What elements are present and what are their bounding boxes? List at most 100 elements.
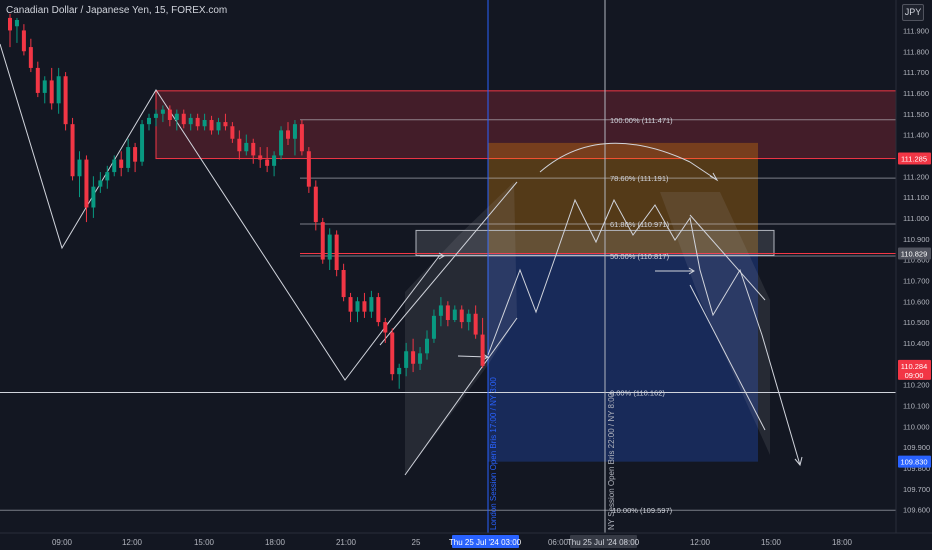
time-tick-label: 09:00	[52, 538, 73, 547]
candle-body	[112, 159, 117, 173]
candle-body	[431, 315, 436, 339]
candle-body	[258, 155, 263, 160]
time-axis-ticks: 09:00 12:00 15:00 18:00 21:00 25 06:00 12:00 15:…	[52, 538, 853, 547]
candle-body	[292, 124, 297, 139]
candle-body	[480, 334, 485, 366]
time-tick-label: 21:00	[336, 538, 357, 547]
risk-zone	[488, 142, 758, 254]
candle-body	[286, 130, 290, 139]
fib-level-label: 0.00% (110.162)	[610, 389, 665, 398]
time-tick-label: 15:00	[761, 538, 782, 547]
candle-body	[153, 113, 158, 118]
ny-session-label: NY Session Open Bris 22:00 / NY 8:00	[607, 392, 616, 530]
candle-body	[230, 126, 235, 139]
candle-body	[390, 332, 395, 375]
time-tick-label: 18:00	[265, 538, 286, 547]
candle-body	[383, 322, 388, 333]
candle-body	[140, 124, 145, 162]
chart-zones	[0, 90, 897, 462]
candle-body	[445, 305, 450, 320]
candle-body	[209, 120, 214, 131]
price-tick-label: 109.600	[903, 506, 930, 515]
candle-body	[369, 297, 374, 312]
descending-channel	[660, 192, 770, 455]
price-tick-label: 111.800	[903, 47, 929, 56]
price-badge-label: 110.829	[901, 250, 928, 259]
time-badge-ny: Thu 25 Jul '24 08:00	[567, 535, 640, 548]
price-tick-label: 110.200	[903, 381, 930, 390]
candle-body	[397, 367, 402, 375]
candle-body	[21, 30, 26, 52]
price-tick-label: 111.400	[903, 131, 929, 140]
candle-body	[98, 180, 103, 187]
candle-body	[362, 301, 367, 312]
candle-body	[56, 76, 61, 104]
price-tick-label: 109.900	[903, 443, 930, 452]
price-tick-label: 109.700	[903, 485, 930, 494]
currency-button[interactable]: JPY	[902, 4, 924, 21]
price-tick-label: 111.700	[903, 68, 929, 77]
time-badge-london: Thu 25 Jul '24 03:00	[449, 535, 522, 548]
candle-body	[49, 80, 54, 104]
candle-body	[174, 113, 179, 120]
price-axis[interactable]	[896, 0, 932, 533]
candle-body	[202, 120, 207, 127]
candle-body	[452, 309, 457, 320]
candle-body	[418, 353, 423, 364]
candle-body	[181, 113, 186, 125]
price-badge	[898, 359, 931, 380]
price-badge-label: 110.284	[901, 362, 928, 371]
candle-body	[355, 301, 360, 312]
candle-body	[28, 47, 33, 68]
price-tick-label: 111.200	[903, 172, 929, 181]
symbol-title: Canadian Dollar / Japanese Yen, 15, FORE…	[6, 5, 228, 16]
candle-body	[265, 159, 270, 166]
candle-body	[147, 117, 151, 125]
london-session-label: London Session Open Bris 17:00 / NY 3:00	[489, 377, 498, 530]
candle-body	[327, 234, 332, 260]
price-tick-label: 110.900	[903, 235, 930, 244]
candle-body	[438, 305, 443, 316]
time-badge-london-text: Thu 25 Jul '24 03:00	[449, 538, 522, 547]
desc-channel-line-1	[689, 214, 766, 301]
candle-body	[14, 20, 19, 27]
price-badge	[898, 455, 931, 468]
fib-level-label: 61.80% (110.971)	[610, 220, 670, 229]
candle-body	[160, 109, 165, 114]
time-badge-ny-text: Thu 25 Jul '24 08:00	[567, 538, 640, 547]
arrow-down-head	[794, 456, 803, 467]
candle-body	[133, 147, 138, 162]
price-tick-label: 110.000	[903, 422, 930, 431]
time-tick-label: 18:00	[832, 538, 853, 547]
candle-body	[299, 124, 304, 152]
price-badge	[898, 247, 931, 260]
time-tick-label: 12:00	[690, 538, 711, 547]
projection-arc	[539, 142, 691, 173]
candle-body	[404, 351, 409, 368]
candlestick-series	[8, 13, 485, 389]
channel-line-upper	[379, 181, 518, 346]
candle-body	[320, 222, 325, 260]
ascending-channel	[405, 182, 517, 475]
candle-body	[411, 351, 416, 364]
arc-arrow-head	[709, 172, 719, 182]
candle-body	[279, 130, 284, 156]
candle-body	[84, 159, 89, 208]
candle-body	[195, 117, 200, 127]
candle-body	[466, 313, 471, 323]
price-tick-label: 110.800	[903, 256, 930, 265]
price-tick-label: 111.500	[903, 110, 929, 119]
price-tick-label: 111.100	[903, 193, 929, 202]
fib-level-label: 78.60% (111.191)	[610, 174, 669, 183]
candle-body	[425, 338, 429, 354]
zigzag-path	[0, 43, 441, 381]
time-tick-label: 12:00	[122, 538, 143, 547]
candle-body	[63, 76, 68, 125]
candle-body	[91, 186, 96, 208]
price-tick-label: 110.400	[903, 339, 930, 348]
price-tick-label: 111.000	[903, 214, 929, 223]
candle-body	[35, 67, 40, 93]
arrow-right-head	[688, 267, 695, 275]
